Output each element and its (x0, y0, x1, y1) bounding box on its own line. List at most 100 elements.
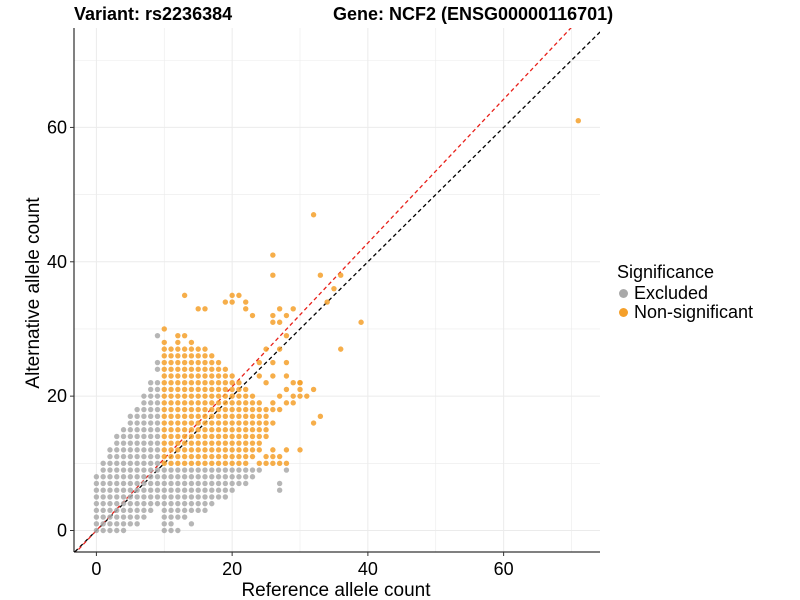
point-non-significant (331, 285, 337, 292)
point-excluded (175, 480, 181, 487)
point-excluded (209, 474, 215, 480)
point-non-significant (263, 433, 269, 440)
point-excluded (100, 480, 106, 487)
point-non-significant (195, 393, 201, 399)
point-non-significant (175, 433, 181, 440)
legend-swatch-excluded (619, 289, 628, 298)
point-excluded (127, 500, 134, 507)
point-non-significant (202, 393, 208, 399)
point-excluded (195, 474, 201, 480)
point-non-significant (270, 359, 276, 366)
point-non-significant (283, 312, 290, 319)
point-excluded (181, 487, 188, 493)
point-non-significant (270, 252, 276, 258)
point-non-significant (209, 380, 215, 386)
point-excluded (141, 480, 147, 487)
point-excluded (147, 386, 154, 393)
point-non-significant (175, 427, 181, 433)
point-excluded (195, 494, 201, 500)
point-non-significant (236, 393, 242, 399)
point-excluded (127, 521, 134, 527)
point-excluded (93, 474, 100, 480)
point-non-significant (161, 447, 167, 453)
point-excluded (154, 420, 161, 426)
point-excluded (168, 474, 174, 480)
point-excluded (181, 507, 188, 514)
point-excluded (147, 453, 154, 460)
point-non-significant (229, 373, 235, 379)
point-excluded (161, 467, 167, 473)
point-non-significant (188, 359, 195, 366)
point-non-significant (168, 386, 174, 393)
x-tick-label: 40 (358, 559, 378, 579)
point-non-significant (229, 393, 235, 399)
point-non-significant (209, 453, 215, 460)
point-excluded (222, 480, 229, 487)
point-excluded (141, 453, 147, 460)
point-non-significant (297, 386, 303, 393)
point-non-significant (270, 319, 276, 325)
point-excluded (134, 467, 140, 473)
point-excluded (243, 474, 249, 480)
point-excluded (107, 460, 113, 467)
point-non-significant (188, 440, 195, 446)
point-non-significant (209, 427, 215, 433)
point-excluded (134, 480, 140, 487)
point-non-significant (263, 453, 269, 460)
point-non-significant (283, 460, 290, 467)
point-non-significant (202, 380, 208, 386)
point-non-significant (229, 292, 235, 299)
point-excluded (120, 521, 127, 527)
point-non-significant (168, 373, 174, 379)
point-non-significant (270, 312, 276, 319)
point-non-significant (188, 339, 195, 346)
point-non-significant (297, 393, 303, 399)
point-excluded (229, 487, 235, 493)
point-excluded (120, 494, 127, 500)
point-non-significant (161, 380, 167, 386)
y-tick-label: 40 (47, 252, 67, 272)
point-non-significant (188, 386, 195, 393)
point-non-significant (168, 433, 174, 440)
point-excluded (107, 521, 113, 527)
point-non-significant (290, 393, 296, 399)
point-non-significant (188, 393, 195, 399)
point-excluded (175, 507, 181, 514)
point-non-significant (209, 440, 215, 446)
point-excluded (114, 474, 120, 480)
point-excluded (114, 487, 120, 493)
point-non-significant (188, 346, 195, 352)
point-excluded (93, 521, 100, 527)
point-non-significant (161, 386, 167, 393)
point-excluded (195, 507, 201, 514)
point-non-significant (256, 406, 262, 413)
point-non-significant (181, 292, 188, 299)
point-non-significant (229, 380, 235, 386)
point-excluded (188, 487, 195, 493)
point-non-significant (249, 440, 256, 446)
point-non-significant (181, 406, 188, 413)
point-excluded (181, 500, 188, 507)
point-non-significant (195, 420, 201, 426)
point-excluded (243, 480, 249, 487)
point-non-significant (188, 413, 195, 419)
point-non-significant (181, 386, 188, 393)
point-excluded (141, 460, 147, 467)
point-excluded (175, 467, 181, 473)
x-tick-label: 0 (91, 559, 101, 579)
point-non-significant (202, 306, 208, 312)
point-non-significant (202, 373, 208, 379)
point-non-significant (215, 373, 222, 379)
point-non-significant (195, 433, 201, 440)
point-excluded (188, 521, 195, 527)
point-non-significant (168, 420, 174, 426)
point-excluded (114, 433, 120, 440)
point-non-significant (202, 427, 208, 433)
point-excluded (147, 500, 154, 507)
point-excluded (161, 487, 167, 493)
point-excluded (120, 480, 127, 487)
point-excluded (154, 494, 161, 500)
point-non-significant (202, 366, 208, 372)
point-non-significant (188, 447, 195, 453)
